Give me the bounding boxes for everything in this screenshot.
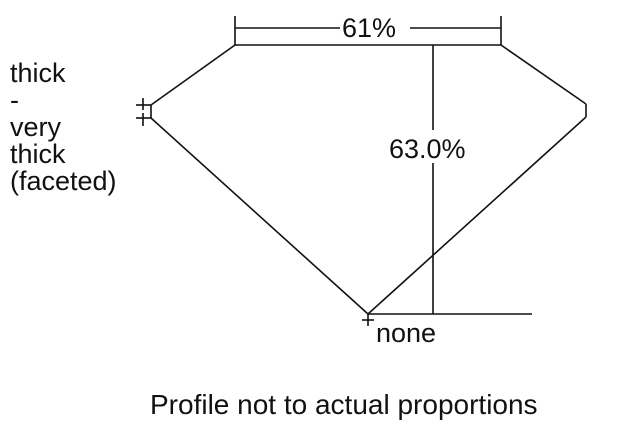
crown-left (150, 44, 236, 106)
depth-percentage-label: 63.0% (389, 134, 466, 164)
girdle-label-line: thick (10, 58, 66, 88)
crown-right (500, 44, 587, 105)
girdle-label-line: thick (10, 139, 66, 169)
footnote: Profile not to actual proportions (150, 389, 538, 420)
pavilion-left (150, 117, 369, 315)
girdle-thickness-label: thick - very thick (faceted) (10, 60, 117, 195)
table-percentage-label: 61% (342, 13, 397, 43)
culet-label: none (376, 318, 437, 348)
girdle-label-line: (faceted) (10, 166, 117, 196)
girdle-label-line: - (10, 85, 19, 115)
pavilion-right (367, 116, 587, 315)
girdle-label-line: very (10, 112, 62, 142)
